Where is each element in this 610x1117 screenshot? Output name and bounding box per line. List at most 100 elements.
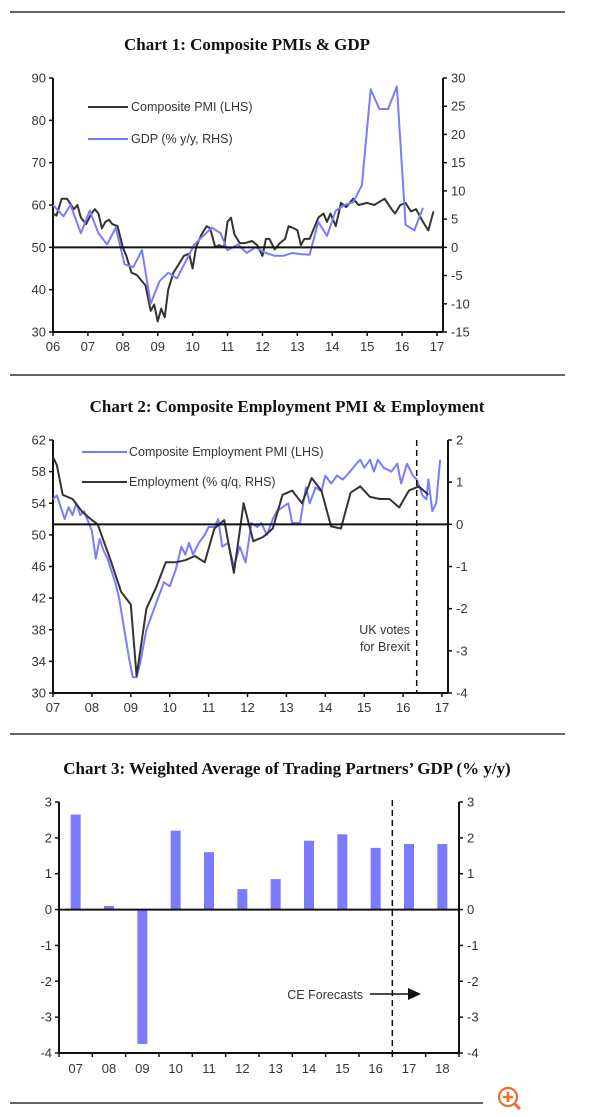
- y-tick-label-right: 15: [451, 155, 465, 170]
- y-tick-label-right: -3: [467, 1010, 479, 1025]
- y-tick-label-left: 54: [32, 496, 46, 511]
- y-tick-label-right: 5: [451, 212, 458, 227]
- x-tick-label: 11: [221, 339, 235, 354]
- x-tick-label: 11: [202, 1061, 216, 1076]
- chart-1: Chart 1: Composite PMIs & GDP 30 40 5 06 07 0…: [32, 35, 470, 354]
- x-tick-label: 10: [162, 700, 176, 715]
- y-tick-label-right: 20: [451, 127, 465, 142]
- magnifier-icon: [497, 1086, 519, 1108]
- chart-3: Chart 3: Weighted Average of Trading Par…: [40, 759, 510, 1076]
- y-tick-label-right: 0: [456, 517, 463, 532]
- y-tick-label-left: 62: [32, 433, 46, 448]
- legend-employment: Employment (% q/q, RHS): [129, 475, 276, 489]
- y-tick-label-left: 60: [32, 198, 46, 213]
- x-tick-label: 06: [46, 339, 60, 354]
- y-tick-label-right: 30: [451, 71, 465, 86]
- bar-07: [70, 814, 81, 910]
- bar-12: [237, 889, 248, 910]
- x-tick-label: 13: [290, 339, 304, 354]
- y-tick-label-right: 1: [467, 866, 474, 881]
- y-tick-label-left: -2: [40, 974, 52, 989]
- y-tick-label-left: 0: [45, 902, 52, 917]
- y-tick-label-left: 30: [32, 325, 46, 340]
- bar-15: [337, 834, 348, 910]
- y-tick-label-left: 30: [32, 686, 46, 701]
- x-tick-label: 16: [396, 700, 410, 715]
- y-tick-label-right: -2: [467, 974, 479, 989]
- bar-16: [370, 847, 381, 910]
- y-tick-label-left: 3: [45, 795, 52, 810]
- y-tick-label-right: 2: [456, 433, 463, 448]
- y-tick-label-left: 58: [32, 464, 46, 479]
- bar-13: [270, 879, 281, 910]
- series-line-1: [52, 85, 424, 305]
- arrow-right-icon: [408, 988, 421, 1000]
- y-tick-label-left: -3: [40, 1010, 52, 1025]
- y-tick-label-left: -1: [40, 938, 52, 953]
- legend-composite-pmi: Composite PMI (LHS): [131, 100, 253, 114]
- x-tick-label: 08: [102, 1061, 116, 1076]
- y-tick-label-right: -5: [451, 268, 463, 283]
- x-tick-label: 16: [395, 339, 409, 354]
- x-tick-label: 13: [268, 1061, 282, 1076]
- bar-17: [404, 843, 414, 910]
- x-tick-label: 09: [150, 339, 164, 354]
- y-tick-label-right: 10: [451, 183, 465, 198]
- y-tick-label-left: 46: [32, 559, 46, 574]
- brexit-annotation-line2: for Brexit: [360, 640, 411, 654]
- x-tick-label: 08: [116, 339, 130, 354]
- y-tick-label-left: 40: [32, 282, 46, 297]
- y-tick-label-left: 38: [32, 622, 46, 637]
- bar-08: [104, 905, 114, 910]
- chart-1-title: Chart 1: Composite PMIs & GDP: [124, 35, 370, 54]
- y-tick-label-left: 2: [45, 830, 52, 845]
- y-tick-label-right: 2: [467, 830, 474, 845]
- bar-18: [437, 843, 448, 910]
- x-tick-label: 15: [360, 339, 374, 354]
- bar-11: [204, 852, 214, 910]
- x-tick-label: 09: [135, 1061, 149, 1076]
- x-tick-label: 08: [85, 700, 99, 715]
- x-tick-label: 15: [335, 1061, 349, 1076]
- x-tick-label: 07: [81, 339, 95, 354]
- series-line-0: [52, 458, 442, 679]
- y-tick-label-right: -2: [456, 601, 468, 616]
- chart-3-title: Chart 3: Weighted Average of Trading Par…: [63, 759, 510, 778]
- series-line-1: [52, 456, 430, 678]
- y-tick-label-right: 0: [451, 240, 458, 255]
- x-tick-label: 17: [435, 700, 449, 715]
- magnifier-handle: [513, 1102, 522, 1111]
- x-tick-label: 13: [279, 700, 293, 715]
- y-tick-label-left: 90: [32, 71, 46, 86]
- x-tick-label: 16: [368, 1061, 382, 1076]
- y-tick-label-right: -15: [451, 325, 470, 340]
- x-tick-label: 10: [185, 339, 199, 354]
- chart-3-plot: -4 -4-3 -3-2 -2-1 -10 01 12 23 307 08 09 10 11 12 13 14…: [40, 795, 478, 1077]
- y-tick-label-left: 80: [32, 113, 46, 128]
- x-tick-label: 14: [325, 339, 339, 354]
- x-tick-label: 07: [46, 700, 60, 715]
- bar-10: [170, 830, 181, 910]
- y-tick-label-right: -4: [456, 686, 468, 701]
- x-tick-label: 14: [302, 1061, 316, 1076]
- x-tick-label: 15: [357, 700, 371, 715]
- x-tick-label: 09: [124, 700, 138, 715]
- y-tick-label-right: -4: [467, 1046, 479, 1061]
- x-tick-label: 12: [235, 1061, 249, 1076]
- forecast-annotation: CE Forecasts: [287, 988, 363, 1002]
- y-tick-label-left: -4: [40, 1046, 52, 1061]
- x-tick-label: 11: [202, 700, 216, 715]
- x-tick-label: 18: [435, 1061, 449, 1076]
- zoom-in-button[interactable]: [497, 1086, 522, 1111]
- y-tick-label-right: 25: [451, 99, 465, 114]
- x-tick-label: 07: [68, 1061, 82, 1076]
- chart-2: Chart 2: Composite Employment PMI & Empl…: [32, 397, 485, 715]
- y-tick-label-left: 42: [32, 591, 46, 606]
- bar-14: [304, 840, 314, 910]
- legend-employment-pmi: Composite Employment PMI (LHS): [129, 445, 324, 459]
- y-tick-label-right: 0: [467, 902, 474, 917]
- y-tick-label-right: 3: [467, 795, 474, 810]
